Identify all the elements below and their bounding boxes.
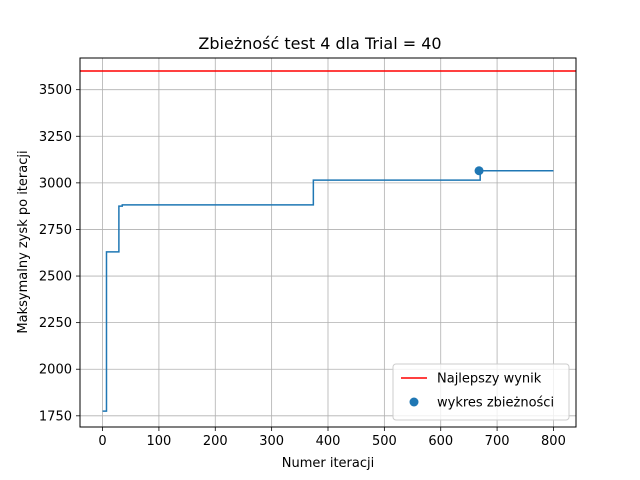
axis-ticks: 0 100 200 300 400 500 600 700 800 1750 2000 2250 250… bbox=[39, 83, 566, 449]
y-tick-label: 2500 bbox=[39, 270, 72, 285]
x-tick-label: 600 bbox=[428, 434, 453, 449]
y-tick-label: 3500 bbox=[39, 83, 72, 98]
legend-label: Najlepszy wynik bbox=[437, 372, 542, 387]
legend-label: wykres zbieżności bbox=[437, 396, 554, 411]
y-tick-label: 3250 bbox=[39, 130, 72, 145]
y-tick-label: 2000 bbox=[39, 363, 72, 378]
x-tick-label: 200 bbox=[203, 434, 228, 449]
x-tick-label: 700 bbox=[485, 434, 510, 449]
x-tick-label: 400 bbox=[316, 434, 341, 449]
legend-box bbox=[392, 363, 570, 421]
x-tick-label: 800 bbox=[541, 434, 566, 449]
y-tick-label: 3000 bbox=[39, 176, 72, 191]
chart-title: Zbieżność test 4 dla Trial = 40 bbox=[198, 34, 441, 53]
x-tick-label: 500 bbox=[372, 434, 397, 449]
plot-series bbox=[80, 70, 576, 412]
x-tick-label: 0 bbox=[98, 434, 106, 449]
y-tick-label: 1750 bbox=[39, 409, 72, 424]
x-tick-label: 300 bbox=[259, 434, 284, 449]
legend: Najlepszy wynik wykres zbieżności bbox=[392, 363, 570, 421]
legend-swatch-convergence bbox=[409, 397, 419, 407]
max-profit-step-line bbox=[102, 170, 554, 412]
y-tick-label: 2250 bbox=[39, 316, 72, 331]
x-axis-label: Numer iteracji bbox=[282, 456, 375, 471]
convergence-point bbox=[474, 166, 484, 176]
y-axis-label: Maksymalny zysk po iteracji bbox=[16, 150, 31, 333]
x-tick-label: 100 bbox=[146, 434, 171, 449]
y-tick-label: 2750 bbox=[39, 223, 72, 238]
